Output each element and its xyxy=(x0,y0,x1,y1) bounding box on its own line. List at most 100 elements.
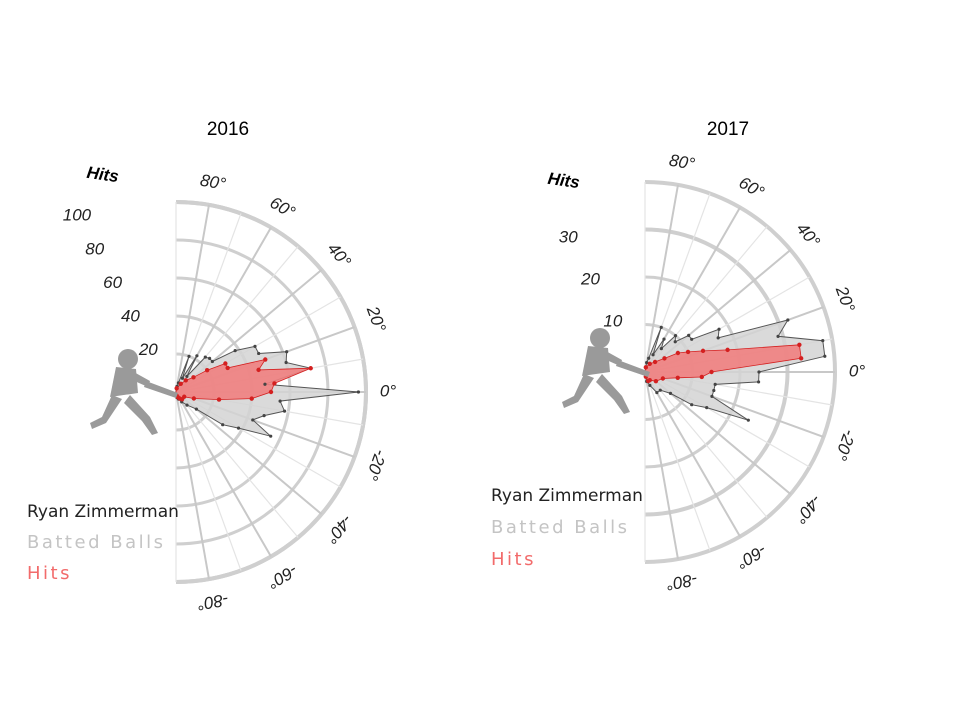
hit-point xyxy=(643,365,649,370)
angle-tick-label: 0° xyxy=(849,361,865,380)
batted-ball-point xyxy=(356,390,360,394)
radial-tick-labels: 20 40 60 80 100 xyxy=(63,206,159,359)
batted-ball-point xyxy=(185,374,189,379)
chart-panel-2017: 2017 Hits 80° 60° 40° 20° 0° -20°-40° -60° -80°… xyxy=(491,119,865,594)
batted-ball-point xyxy=(284,360,288,365)
hit-point xyxy=(249,396,254,401)
angle-tick-label: 20° xyxy=(363,303,390,335)
batted-ball-point xyxy=(285,350,289,354)
batted-ball-point xyxy=(659,325,663,329)
angle-tick-label: -40° xyxy=(791,491,826,527)
batted-ball-point xyxy=(651,353,655,357)
hit-point xyxy=(256,367,261,373)
radial-tick-labels: 10 20 30 xyxy=(559,228,623,331)
radial-tick-label: 100 xyxy=(63,206,92,225)
hit-point xyxy=(699,374,704,380)
angle-tick-label: 0° xyxy=(380,381,396,400)
hit-point xyxy=(225,365,230,371)
legend: Ryan Zimmerman Batted Balls Hits xyxy=(27,502,179,584)
radial-axis-label: Hits xyxy=(86,163,120,186)
grid-spoke xyxy=(644,371,741,538)
legend-batted-balls: Batted Balls xyxy=(491,517,629,538)
angle-tick-label: 60° xyxy=(736,173,768,202)
batted-ball-point xyxy=(278,399,282,403)
batted-ball-point xyxy=(203,355,207,359)
angle-tick-label: -40° xyxy=(322,511,357,547)
hit-point xyxy=(263,357,268,362)
legend: Ryan Zimmerman Batted Balls Hits xyxy=(491,486,643,570)
hit-point xyxy=(700,348,706,354)
batted-ball-point xyxy=(713,382,717,386)
batted-ball-point xyxy=(645,361,649,365)
batted-ball-point xyxy=(821,339,825,343)
hit-point xyxy=(662,356,667,361)
angle-tick-label: 60° xyxy=(267,193,299,222)
batted-ball-point xyxy=(263,382,267,386)
hit-point xyxy=(178,381,183,386)
grid-spoke xyxy=(175,391,323,515)
hit-point xyxy=(272,381,277,386)
hit-point xyxy=(204,368,210,373)
hit-point xyxy=(653,378,659,384)
batted-ball-point xyxy=(705,406,709,410)
batted-ball-point xyxy=(221,423,225,427)
grid-spoke xyxy=(644,371,711,551)
batted-ball-point xyxy=(662,337,666,341)
radial-tick-label: 40 xyxy=(121,306,140,325)
batted-ball-point xyxy=(776,334,780,338)
batted-ball-point xyxy=(786,318,790,322)
batted-ball-point xyxy=(195,354,199,358)
hit-point xyxy=(191,396,197,401)
chart-panel-2016: 2016 Hits 80° 60° 40° 20° 0° -20°-40° -60° -80°… xyxy=(27,119,396,614)
angle-tick-label: 40° xyxy=(324,239,355,271)
hit-point xyxy=(709,369,714,375)
batted-ball-point xyxy=(673,340,677,344)
batted-ball-point xyxy=(253,344,257,348)
batted-ball-point xyxy=(658,388,662,392)
batted-ball-point xyxy=(823,354,827,358)
batted-ball-point xyxy=(236,426,241,430)
legend-hits: Hits xyxy=(491,549,536,570)
batted-ball-point xyxy=(690,403,694,407)
legend-player: Ryan Zimmerman xyxy=(491,486,643,506)
batted-ball-point xyxy=(746,418,750,422)
hit-point xyxy=(675,350,681,356)
batted-ball-point xyxy=(716,336,720,340)
legend-player: Ryan Zimmerman xyxy=(27,502,179,522)
batted-ball-point xyxy=(756,380,761,384)
angle-tick-label: -80° xyxy=(196,590,230,614)
radial-tick-label: 20 xyxy=(138,340,158,359)
angle-tick-label: -20° xyxy=(362,447,391,483)
batted-ball-point xyxy=(757,370,761,374)
radial-tick-label: 10 xyxy=(603,312,622,331)
grid-spoke xyxy=(644,184,679,373)
batted-ball-point xyxy=(262,414,266,418)
batted-ball-point xyxy=(251,418,255,422)
grid-spoke xyxy=(644,371,679,560)
hit-point xyxy=(191,375,196,380)
batted-ball-point xyxy=(257,351,261,356)
batted-ball-point xyxy=(690,337,694,341)
batted-ball-point xyxy=(194,407,198,411)
radial-tick-label: 30 xyxy=(559,228,578,247)
grid-spoke xyxy=(175,391,242,571)
batted-ball-point xyxy=(233,348,237,353)
hit-point xyxy=(685,349,691,355)
hit-point xyxy=(268,389,274,395)
angle-tick-label: -20° xyxy=(831,427,860,463)
hit-point xyxy=(798,356,804,361)
grid-spoke xyxy=(175,391,210,580)
hit-point xyxy=(652,359,658,365)
batter-silhouette-icon xyxy=(562,328,650,414)
radial-tick-label: 20 xyxy=(580,270,600,289)
batted-ball-point xyxy=(647,356,651,360)
batted-ball-point xyxy=(710,394,714,398)
legend-batted-balls: Batted Balls xyxy=(27,532,165,553)
hit-point xyxy=(174,386,179,391)
hit-point xyxy=(183,378,188,383)
batted-ball-point xyxy=(668,391,673,395)
batted-ball-point xyxy=(717,327,721,331)
hit-point xyxy=(647,361,652,366)
batted-ball-point xyxy=(185,403,189,407)
